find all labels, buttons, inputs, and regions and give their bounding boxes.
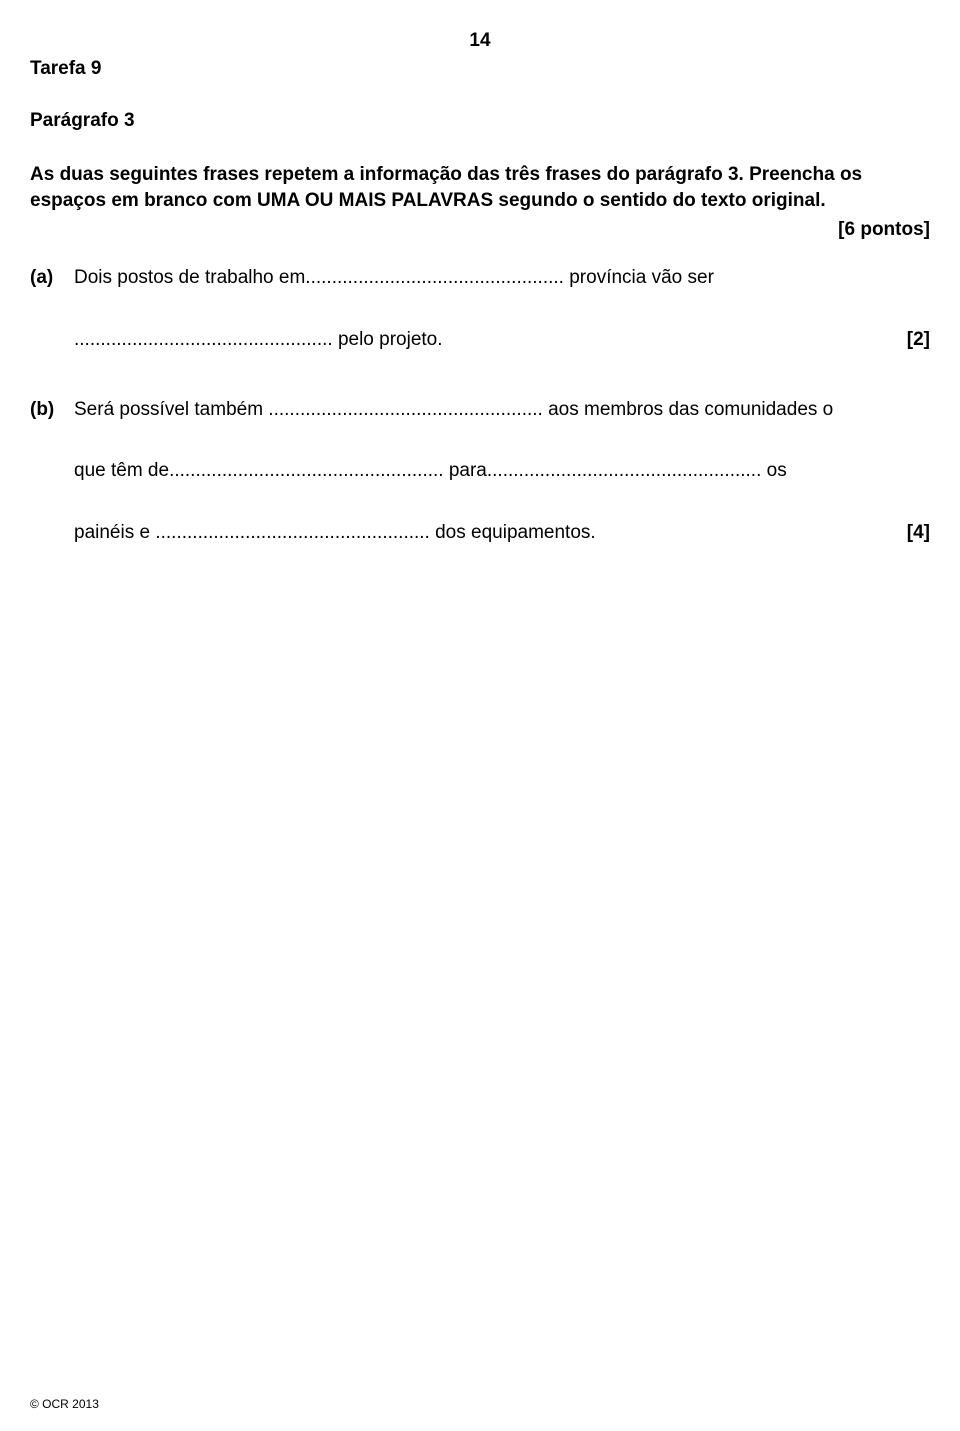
total-points: [6 pontos] xyxy=(30,219,930,241)
question-a-line1: Dois postos de trabalho em..............… xyxy=(74,265,930,291)
question-b-line1: Será possível também ...................… xyxy=(74,397,930,423)
question-b-label: (b) xyxy=(30,397,74,423)
copyright-footer: © OCR 2013 xyxy=(30,1397,99,1411)
question-b-line3: [4] painéis e ..........................… xyxy=(74,520,930,546)
question-b-line2-text: que têm de..............................… xyxy=(74,460,787,481)
exam-page: 14 Tarefa 9 Parágrafo 3 As duas seguinte… xyxy=(0,0,960,1431)
question-b-mark: [4] xyxy=(907,520,930,546)
question-b: (b) Será possível também ...............… xyxy=(30,397,930,423)
question-b-line3-text: painéis e ..............................… xyxy=(74,522,596,543)
task-title: Tarefa 9 xyxy=(30,58,930,80)
question-a: (a) Dois postos de trabalho em..........… xyxy=(30,265,930,291)
question-a-label: (a) xyxy=(30,265,74,291)
question-a-line2-text: ........................................… xyxy=(74,329,443,350)
question-a-line2: [2] ....................................… xyxy=(74,327,930,353)
paragraph-subtitle: Parágrafo 3 xyxy=(30,110,930,132)
page-number: 14 xyxy=(30,30,930,52)
instructions-text: As duas seguintes frases repetem a infor… xyxy=(30,162,930,213)
question-a-mark: [2] xyxy=(907,327,930,353)
question-b-line2: que têm de..............................… xyxy=(74,458,930,484)
